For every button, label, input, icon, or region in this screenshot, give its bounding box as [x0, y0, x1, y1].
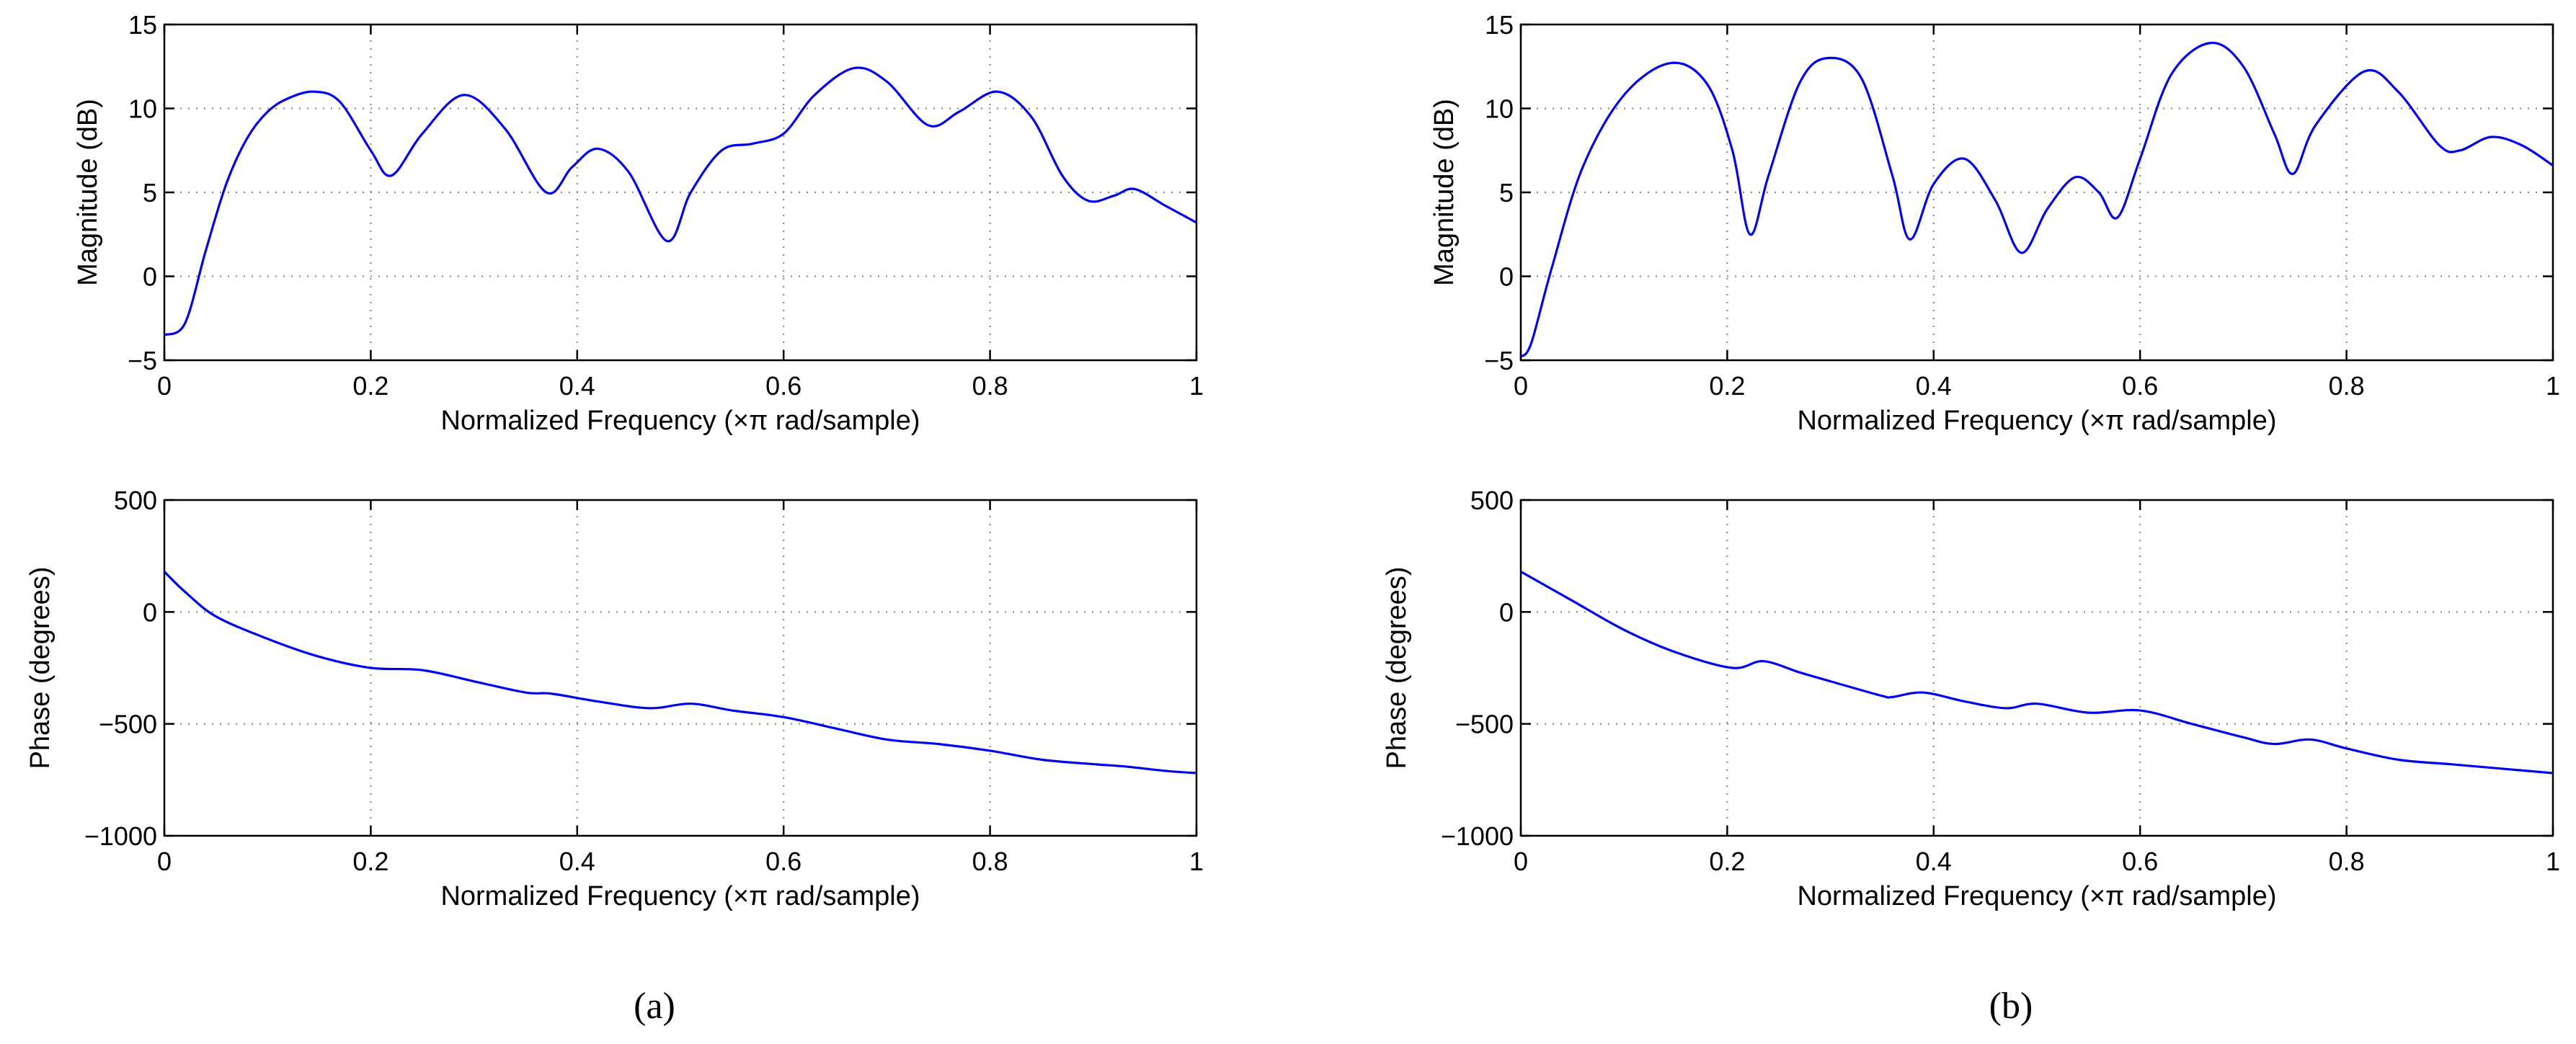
- x-tick-label: 0.2: [352, 371, 388, 401]
- y-tick-label: 10: [128, 94, 157, 124]
- y-tick-label: 0: [1499, 262, 1514, 292]
- y-axis-label: Phase (degrees): [1382, 567, 1412, 769]
- y-axis-label: Phase (degrees): [25, 567, 55, 769]
- x-axis-label: Normalized Frequency (×π rad/sample): [440, 881, 920, 911]
- y-tick-label: −5: [1484, 346, 1514, 375]
- y-tick-label: 10: [1485, 94, 1514, 124]
- x-tick-label: 0.2: [1709, 371, 1745, 401]
- x-tick-label: 0.8: [972, 371, 1008, 401]
- x-axis-label: Normalized Frequency (×π rad/sample): [1797, 406, 2276, 436]
- y-tick-label: 0: [143, 262, 157, 292]
- caption-b: (b): [1989, 986, 2033, 1027]
- x-tick-label: 1: [2546, 371, 2560, 401]
- y-tick-label: 15: [1485, 10, 1514, 40]
- x-tick-label: 0: [157, 371, 172, 401]
- axes-frame: [1519, 499, 2554, 837]
- x-tick-label: 0.4: [1916, 847, 1952, 876]
- y-tick-label: 500: [114, 486, 157, 515]
- x-tick-label: 1: [2546, 847, 2560, 876]
- x-tick-label: 0.8: [2329, 371, 2365, 401]
- x-tick-label: 1: [1189, 371, 1204, 401]
- series-line-magnitude: [164, 66, 1196, 336]
- y-axis-label: Magnitude (dB): [73, 99, 103, 286]
- y-tick-label: −1000: [84, 821, 157, 851]
- x-tick-label: 0.4: [559, 847, 595, 876]
- panel-a-bottom: 0 0.2 0.4 0.6 0.8 1 −1000 −500 0 500 Normalized Fr…: [25, 486, 1204, 911]
- y-tick-label: −500: [1455, 710, 1514, 739]
- x-tick-label: 0: [157, 847, 172, 876]
- y-tick-label: 5: [143, 178, 157, 208]
- x-tick-label: 0.2: [352, 847, 388, 876]
- x-tick-label: 0.8: [972, 847, 1008, 876]
- axes-frame: [163, 499, 1198, 837]
- x-tick-label: 0: [1514, 847, 1528, 876]
- x-tick-label: 0.4: [1916, 371, 1952, 401]
- y-tick-label: 500: [1470, 486, 1514, 515]
- x-tick-label: 1: [1189, 847, 1204, 876]
- x-tick-label: 0.6: [765, 847, 801, 876]
- y-tick-label: 15: [128, 10, 157, 40]
- panel-b-bottom: 0 0.2 0.4 0.6 0.8 1 −1000 −500 0 500 Normalized Fr…: [1382, 486, 2560, 911]
- y-axis-label: Magnitude (dB): [1429, 99, 1460, 286]
- x-tick-label: 0.4: [559, 371, 595, 401]
- x-tick-label: 0.6: [765, 371, 801, 401]
- series-line-magnitude: [1521, 42, 2553, 358]
- y-tick-label: 0: [143, 597, 157, 627]
- x-tick-label: 0.6: [2122, 371, 2158, 401]
- series-line-phase: [1521, 571, 2553, 775]
- series-line-phase: [164, 571, 1196, 775]
- x-tick-label: 0.2: [1709, 847, 1745, 876]
- caption-a: (a): [634, 986, 675, 1027]
- y-tick-label: −5: [128, 346, 157, 375]
- y-tick-label: 5: [1499, 178, 1514, 208]
- x-tick-label: 0.8: [2329, 847, 2365, 876]
- y-tick-label: −1000: [1441, 821, 1514, 851]
- y-tick-label: −500: [99, 710, 157, 739]
- y-tick-label: 0: [1499, 597, 1514, 627]
- x-tick-label: 0: [1514, 371, 1528, 401]
- x-tick-label: 0.6: [2122, 847, 2158, 876]
- x-axis-label: Normalized Frequency (×π rad/sample): [440, 406, 920, 436]
- x-axis-label: Normalized Frequency (×π rad/sample): [1797, 881, 2276, 911]
